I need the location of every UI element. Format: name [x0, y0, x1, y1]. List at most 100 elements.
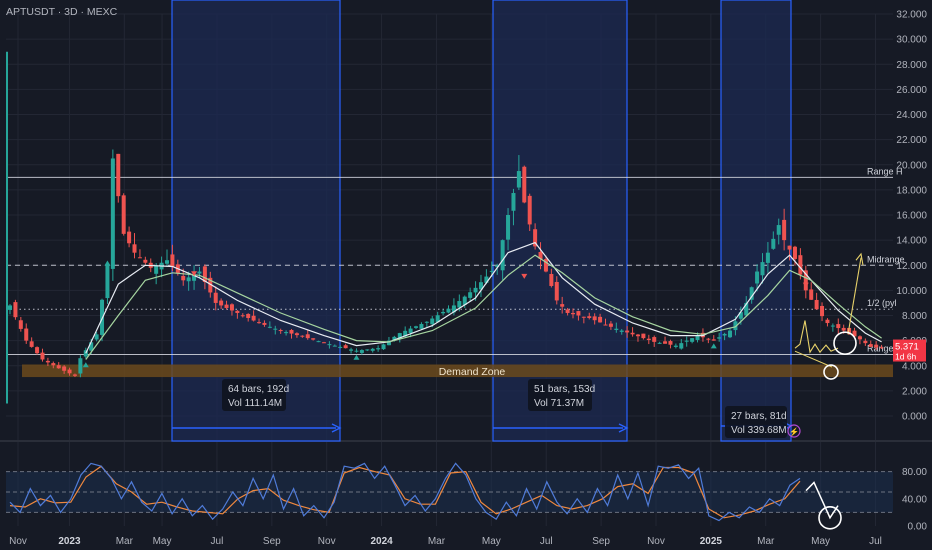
candle-body [229, 304, 234, 311]
candle-body [733, 321, 738, 331]
time-tick-label: Nov [647, 536, 665, 547]
price-tick-label: 16.000 [896, 211, 927, 222]
candle-body [89, 342, 94, 351]
candle-body [78, 358, 83, 374]
time-tick-label: May [811, 536, 830, 547]
candle-body [219, 300, 224, 306]
candle-body [814, 299, 819, 310]
candle-body [213, 292, 218, 303]
candle-body [273, 328, 278, 330]
candle-body [565, 309, 570, 313]
candle-body [294, 333, 299, 336]
candle-body [706, 338, 711, 340]
candle-body [522, 166, 527, 203]
candle-body [18, 320, 23, 329]
candle-body [874, 344, 879, 348]
candle-body [170, 254, 175, 267]
candle-body [94, 334, 99, 340]
stoch-tick-label: 0.00 [908, 522, 928, 533]
candle-body [625, 330, 630, 333]
price-tick-label: 8.000 [902, 311, 927, 322]
candle-body [527, 195, 532, 225]
candle-body [511, 193, 516, 211]
price-tick-label: 24.000 [896, 110, 927, 121]
candle-body [852, 330, 857, 337]
price-tick-label: 22.000 [896, 135, 927, 146]
candle-body [403, 330, 408, 337]
candle-body [392, 336, 397, 341]
candle-body [830, 325, 835, 327]
price-tick-label: 0.000 [902, 412, 927, 423]
candle-body [560, 304, 565, 307]
candle-body [728, 330, 733, 338]
candle-body [35, 347, 40, 354]
candle-body [825, 319, 830, 324]
candle-body [690, 338, 695, 342]
candle-body [549, 273, 554, 286]
candle-body [868, 344, 873, 347]
price-tick-label: 32.000 [896, 10, 927, 21]
range-box-vol-label: Vol 111.14M [228, 398, 282, 409]
stoch-projection-circle [818, 506, 842, 530]
candle-body [45, 360, 50, 363]
candle-body [695, 335, 700, 340]
candle-body [673, 345, 678, 347]
time-tick-label: Jul [540, 536, 553, 547]
time-tick-label: Mar [428, 536, 446, 547]
time-tick-label: Mar [757, 536, 775, 547]
candle-body [760, 262, 765, 276]
candle-body [478, 282, 483, 290]
candle-body [376, 348, 381, 350]
candle-body [608, 323, 613, 327]
candle-body [56, 365, 61, 369]
candle-body [506, 215, 511, 240]
demand-zone [22, 364, 893, 378]
candle-body [83, 350, 88, 357]
candle-body [663, 341, 668, 344]
candle-body [809, 289, 814, 300]
candle-body [684, 340, 689, 342]
signal-arrow-marker [710, 343, 717, 349]
candle-body [192, 274, 197, 281]
time-tick-label: May [482, 536, 501, 547]
candle-body [311, 338, 316, 340]
candle-body [51, 363, 56, 366]
candle-body [186, 277, 191, 282]
candle-body [538, 251, 543, 259]
signal-arrow-marker [104, 260, 111, 266]
candle-body [657, 342, 662, 344]
candle-body [419, 324, 424, 329]
candle-body [29, 341, 34, 347]
ema-fast-line [85, 241, 882, 354]
candle-body [792, 246, 797, 259]
candle-body [262, 322, 267, 325]
candle-body [635, 334, 640, 337]
time-tick-label: Sep [263, 536, 281, 547]
candle-body [67, 369, 72, 374]
candle-body [359, 350, 364, 353]
price-tick-label: 10.000 [896, 286, 927, 297]
candle-body [127, 231, 132, 244]
candle-body [711, 339, 716, 341]
candle-body [787, 245, 792, 250]
candle-body [722, 333, 727, 336]
candle-body [343, 345, 348, 349]
signal-arrow-marker [191, 271, 198, 277]
stoch-projection [805, 481, 839, 520]
candle-body [137, 257, 142, 259]
candle-body [154, 265, 159, 274]
candle-body [370, 348, 375, 351]
range-box-info-panel [528, 379, 592, 411]
projection-circle-upper [833, 331, 857, 355]
candle-body [516, 171, 521, 188]
candle-body [121, 195, 126, 234]
time-tick-label: Jul [869, 536, 882, 547]
candle-body [110, 158, 115, 269]
range-level-label: 1/2 (pyl [867, 298, 897, 308]
candle-body [13, 302, 18, 318]
signal-arrow-marker [82, 362, 89, 368]
candle-body [879, 347, 884, 349]
price-tick-label: 26.000 [896, 85, 927, 96]
